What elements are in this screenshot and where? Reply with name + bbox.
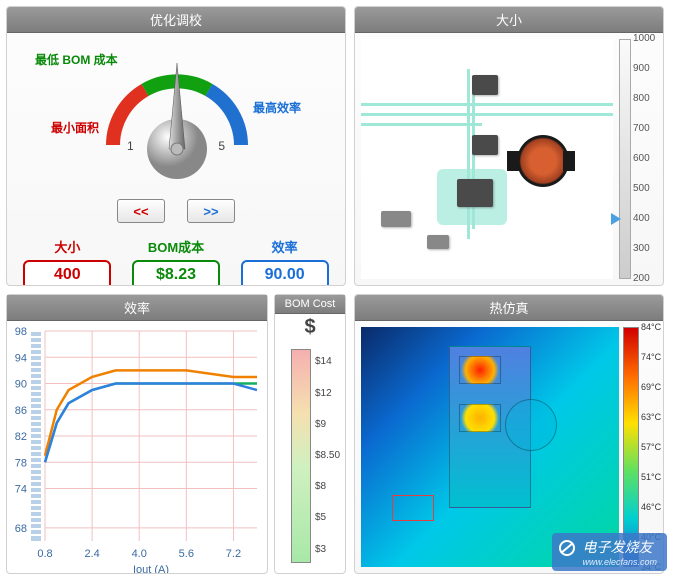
svg-text:86: 86 bbox=[15, 405, 27, 417]
size-title: 大小 bbox=[355, 7, 663, 33]
svg-text:90: 90 bbox=[15, 379, 27, 391]
svg-text:2.4: 2.4 bbox=[84, 548, 99, 560]
bom-tick: $3 bbox=[315, 544, 326, 555]
bom-cost-title: BOM Cost bbox=[275, 295, 345, 314]
size-tick: 300 bbox=[633, 243, 650, 254]
efficiency-panel: 效率 68 74 78 82 86 90 94 98 0.8 2.4 4.0 5.6 7.2 Iout (… bbox=[6, 294, 268, 574]
thermal-map[interactable] bbox=[361, 327, 619, 567]
watermark-text: 电子发烧友 bbox=[582, 539, 652, 555]
thermal-tick: 57°C bbox=[641, 442, 661, 452]
optimizer-panel: 优化调校 最低 BOM 成本 最小面积 最高效率 1 5 bbox=[6, 6, 346, 286]
watermark-url: www.elecfans.com bbox=[582, 557, 657, 567]
metric-eff-value: 90.00 bbox=[241, 260, 329, 286]
dial-label-area: 最小面积 bbox=[51, 119, 99, 136]
bom-scale[interactable]: $14 $12 $9 $8.50 $8 $5 $3 bbox=[275, 339, 345, 573]
svg-text:98: 98 bbox=[15, 326, 27, 338]
svg-text:82: 82 bbox=[15, 431, 27, 443]
size-tick: 800 bbox=[633, 93, 650, 104]
bom-tick: $5 bbox=[315, 512, 326, 523]
size-tick: 600 bbox=[633, 153, 650, 164]
efficiency-chart[interactable]: 68 74 78 82 86 90 94 98 0.8 2.4 4.0 5.6 7.2 Iout (A) bbox=[7, 321, 267, 573]
logo-icon bbox=[558, 539, 576, 557]
optimizer-title: 优化调校 bbox=[7, 7, 345, 33]
metric-bom-label: BOM成本 bbox=[132, 237, 220, 256]
bom-tick: $8.50 bbox=[315, 450, 340, 461]
thermal-tick: 84°C bbox=[641, 322, 661, 332]
bom-tick: $8 bbox=[315, 481, 326, 492]
size-tick: 1000 bbox=[633, 33, 655, 44]
thermal-tick: 63°C bbox=[641, 412, 661, 422]
bom-tick: $14 bbox=[315, 356, 332, 367]
svg-text:78: 78 bbox=[15, 457, 27, 469]
thermal-tick: 51°C bbox=[641, 472, 661, 482]
thermal-title: 热仿真 bbox=[355, 295, 663, 321]
metric-eff: 效率 90.00 bbox=[241, 237, 329, 286]
dial-label-bom: 最低 BOM 成本 bbox=[35, 51, 118, 68]
svg-text:7.2: 7.2 bbox=[226, 548, 241, 560]
metric-bom: BOM成本 $8.23 bbox=[132, 237, 220, 286]
svg-text:4.0: 4.0 bbox=[132, 548, 147, 560]
size-tick: 900 bbox=[633, 63, 650, 74]
dial-tick-1: 1 bbox=[127, 139, 134, 153]
metric-eff-label: 效率 bbox=[241, 237, 329, 256]
dial-label-eff: 最高效率 bbox=[253, 99, 301, 116]
dial[interactable]: 最低 BOM 成本 最小面积 最高效率 1 5 bbox=[7, 33, 345, 203]
svg-text:94: 94 bbox=[15, 352, 27, 364]
metric-bom-value: $8.23 bbox=[132, 260, 220, 286]
size-slider-icon[interactable] bbox=[611, 213, 621, 225]
thermal-tick: 74°C bbox=[641, 352, 661, 362]
metric-size-value: 400 bbox=[23, 260, 111, 286]
size-tick: 200 bbox=[633, 273, 650, 284]
svg-text:5.6: 5.6 bbox=[179, 548, 194, 560]
size-tick: 400 bbox=[633, 213, 650, 224]
dial-tick-5: 5 bbox=[218, 139, 225, 153]
thermal-tick: 46°C bbox=[641, 502, 661, 512]
svg-text:68: 68 bbox=[15, 523, 27, 535]
pcb-layout[interactable] bbox=[361, 39, 613, 279]
bom-tick: $12 bbox=[315, 388, 332, 399]
svg-text:Iout (A): Iout (A) bbox=[133, 564, 169, 573]
svg-text:74: 74 bbox=[15, 484, 27, 496]
efficiency-title: 效率 bbox=[7, 295, 267, 321]
thermal-panel: 热仿真 84°C74°C69°C63°C57°C51°C46°C40°C34°C bbox=[354, 294, 664, 574]
watermark: 电子发烧友 www.elecfans.com bbox=[552, 533, 667, 571]
size-panel: 大小 100090080070 bbox=[354, 6, 664, 286]
size-scale[interactable]: 1000900800700600500400300200 bbox=[619, 39, 659, 279]
bom-cost-panel: BOM Cost $ $14 $12 $9 $8.50 $8 $5 $3 bbox=[274, 294, 346, 574]
bom-tick: $9 bbox=[315, 419, 326, 430]
bom-currency: $ bbox=[275, 316, 345, 339]
svg-text:0.8: 0.8 bbox=[37, 548, 52, 560]
metric-size: 大小 400 bbox=[23, 237, 111, 286]
metric-size-label: 大小 bbox=[23, 237, 111, 256]
thermal-tick: 69°C bbox=[641, 382, 661, 392]
size-tick: 700 bbox=[633, 123, 650, 134]
thermal-scale: 84°C74°C69°C63°C57°C51°C46°C40°C34°C bbox=[623, 327, 659, 567]
size-tick: 500 bbox=[633, 183, 650, 194]
